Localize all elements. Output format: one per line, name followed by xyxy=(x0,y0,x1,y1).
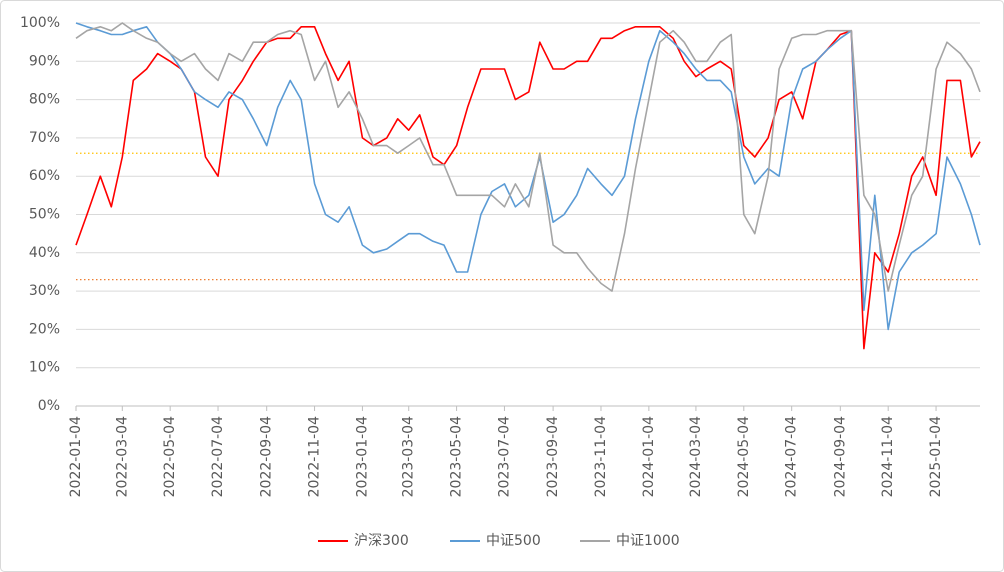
y-tick-label: 80% xyxy=(29,92,60,108)
y-tick-label: 60% xyxy=(29,168,60,184)
y-tick-label: 90% xyxy=(29,53,60,69)
x-tick-label: 2024-11-04 xyxy=(880,416,896,497)
legend-label: 沪深300 xyxy=(354,533,409,549)
x-tick-label: 2024-07-04 xyxy=(784,416,800,497)
x-tick-label: 2024-03-04 xyxy=(688,416,704,497)
x-tick-label: 2022-05-04 xyxy=(162,416,178,497)
y-tick-label: 70% xyxy=(29,130,60,146)
x-tick-label: 2023-09-04 xyxy=(545,416,561,497)
x-tick-label: 2023-11-04 xyxy=(593,416,609,497)
x-tick-label: 2023-07-04 xyxy=(496,416,512,497)
x-tick-label: 2022-01-04 xyxy=(68,416,84,497)
x-tick-label: 2022-09-04 xyxy=(259,416,275,497)
y-tick-label: 30% xyxy=(29,283,60,299)
y-tick-label: 100% xyxy=(20,15,60,31)
x-tick-label: 2022-11-04 xyxy=(307,416,323,497)
y-tick-label: 40% xyxy=(29,245,60,261)
x-tick-label: 2023-03-04 xyxy=(401,416,417,497)
x-tick-label: 2025-01-04 xyxy=(928,416,944,497)
y-tick-label: 20% xyxy=(29,321,60,337)
x-tick-label: 2022-07-04 xyxy=(210,416,226,497)
y-tick-label: 0% xyxy=(38,398,60,414)
y-tick-label: 10% xyxy=(29,360,60,376)
series-line xyxy=(75,26,981,350)
series-line xyxy=(75,22,981,331)
x-tick-label: 2024-01-04 xyxy=(641,416,657,497)
x-tick-label: 2023-05-04 xyxy=(449,416,465,497)
series-line xyxy=(75,22,981,292)
x-tick-label: 2022-03-04 xyxy=(114,416,130,497)
x-tick-label: 2023-01-04 xyxy=(354,416,370,497)
x-tick-label: 2024-05-04 xyxy=(736,416,752,497)
x-tick-label: 2024-09-04 xyxy=(832,416,848,497)
legend-label: 中证1000 xyxy=(616,533,680,549)
y-tick-label: 50% xyxy=(29,207,60,223)
legend-label: 中证500 xyxy=(486,533,541,549)
